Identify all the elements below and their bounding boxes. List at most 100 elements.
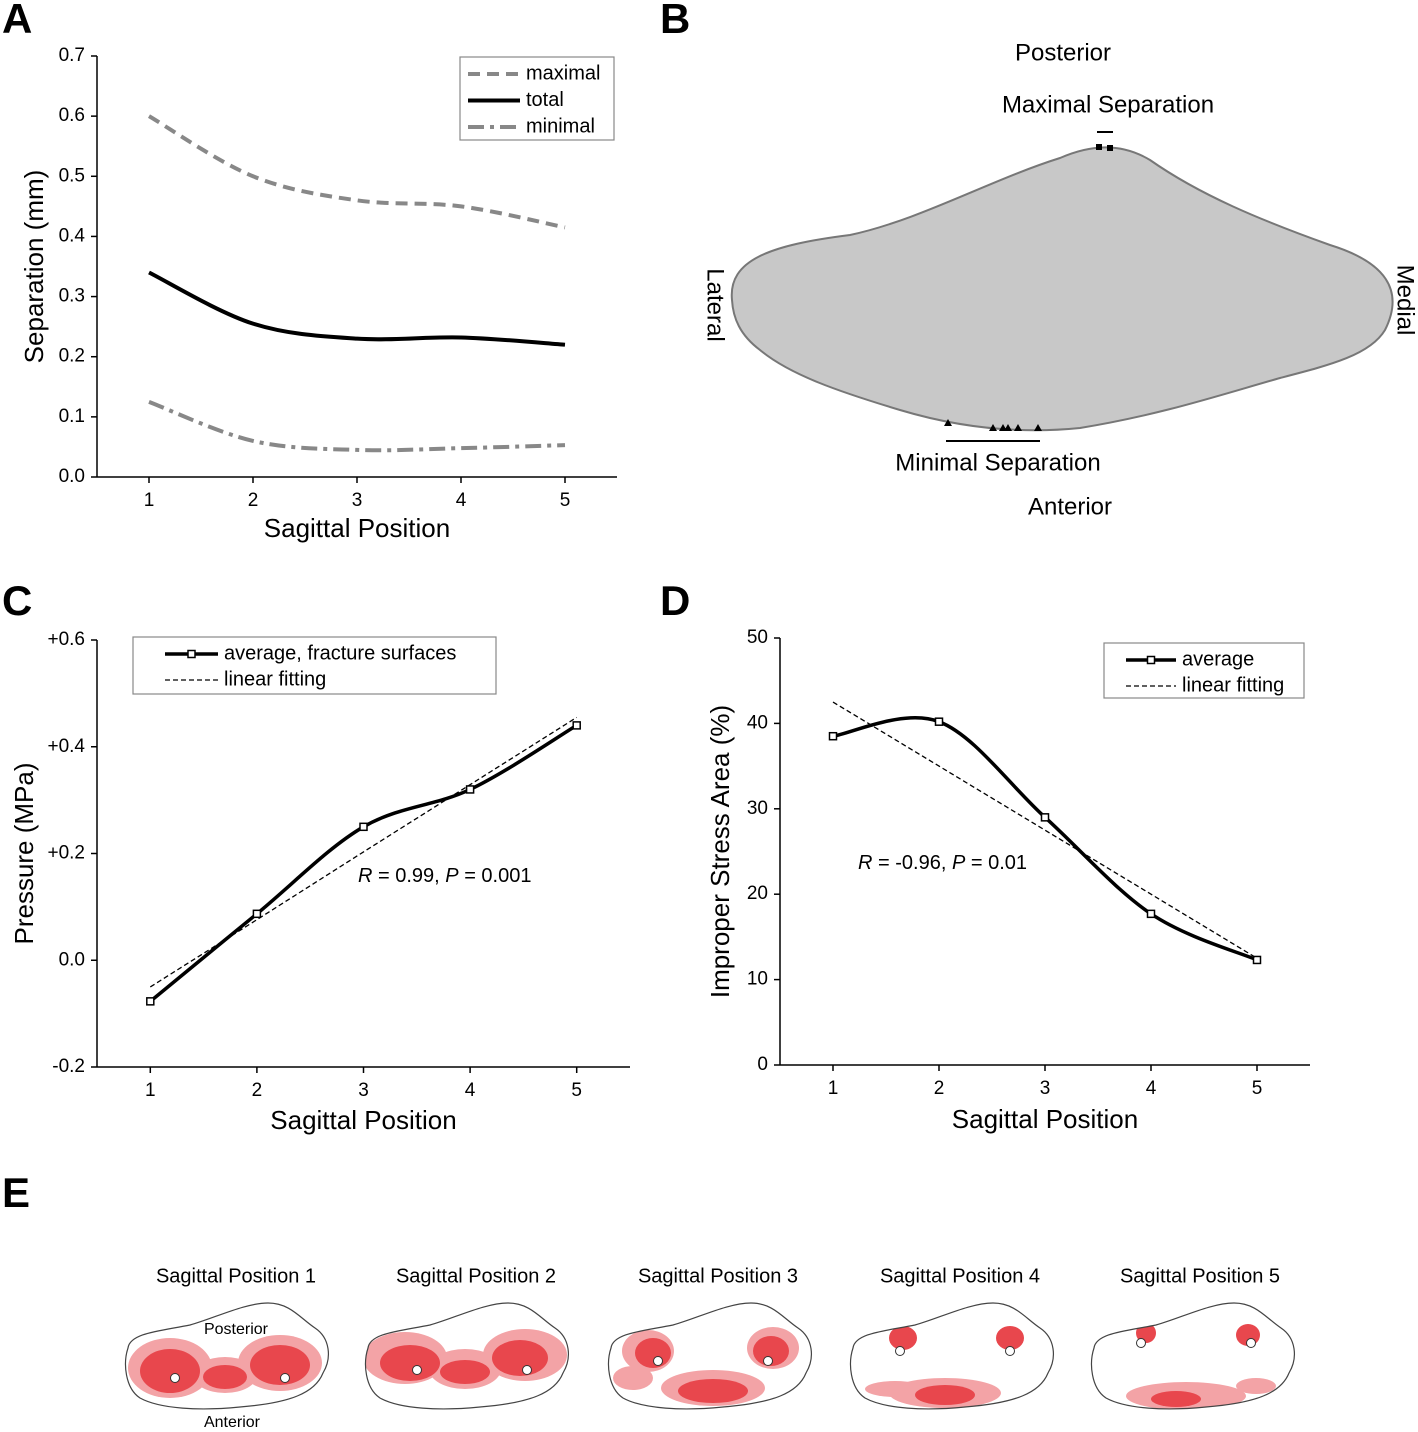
annotation: R = -0.96, P = 0.01 xyxy=(858,852,1027,874)
stress-region xyxy=(128,1335,322,1398)
position-dot xyxy=(170,1373,180,1383)
y-tick-label: 0.4 xyxy=(59,225,86,246)
y-tick-label: 0.5 xyxy=(59,165,85,186)
marker xyxy=(944,419,1042,431)
x-axis-label: Sagittal Position xyxy=(952,1104,1138,1134)
diagram-b: Posterior Maximal Separation Lateral Med… xyxy=(702,39,1418,520)
annotation-part: R xyxy=(358,865,372,887)
stress-blob xyxy=(996,1326,1024,1350)
label: Minimal Separation xyxy=(895,449,1100,476)
point xyxy=(1146,909,1156,919)
outline xyxy=(365,1302,569,1410)
legend-label: average xyxy=(1182,648,1254,670)
stress-blob xyxy=(1236,1378,1276,1394)
y-tick-label: 0.0 xyxy=(59,949,85,970)
annotation-part: R xyxy=(858,852,872,874)
marker xyxy=(1096,144,1102,150)
x-tick-label: 1 xyxy=(828,1078,839,1099)
panel-label: B xyxy=(660,0,690,42)
panel-title: Sagittal Position 4 xyxy=(880,1265,1040,1287)
position-dot xyxy=(763,1356,773,1366)
point xyxy=(146,997,155,1006)
point xyxy=(572,721,581,730)
legend-label: average, fracture surfaces xyxy=(224,642,456,664)
label: Posterior xyxy=(204,1321,269,1338)
stress-blob xyxy=(753,1336,789,1366)
y-tick-label: +0.4 xyxy=(47,736,85,757)
x-tick-label: 5 xyxy=(560,490,571,511)
series-line xyxy=(149,723,578,1003)
stress-blob xyxy=(865,1381,925,1397)
series-line xyxy=(148,399,566,453)
point xyxy=(465,785,475,794)
x-tick-label: 2 xyxy=(248,490,259,511)
stress-blob xyxy=(380,1345,440,1381)
legend-marker xyxy=(1146,655,1156,665)
contact-map xyxy=(365,1302,569,1410)
x-tick-label: 3 xyxy=(352,490,363,511)
x-axis-label: Sagittal Position xyxy=(264,513,450,543)
point xyxy=(359,822,368,832)
outline xyxy=(730,146,1394,432)
x-tick-label: 5 xyxy=(1252,1078,1263,1099)
position-dot xyxy=(653,1356,663,1366)
contact-map xyxy=(125,1302,329,1410)
x-tick-label: 4 xyxy=(456,490,467,511)
label: Anterior xyxy=(1028,493,1112,520)
y-tick-label: -0.2 xyxy=(52,1056,85,1077)
label: Anterior xyxy=(204,1414,261,1431)
y-tick-label: +0.2 xyxy=(47,843,85,864)
panel-label: D xyxy=(660,577,690,624)
y-tick-label: 0.3 xyxy=(59,286,85,307)
stress-blob xyxy=(203,1365,247,1389)
stress-blob xyxy=(140,1349,200,1393)
annotation-part: = 0.99, xyxy=(372,865,445,887)
y-axis-label: Pressure (MPa) xyxy=(9,762,39,944)
panel-title: Sagittal Position 3 xyxy=(638,1265,798,1287)
series-line xyxy=(832,716,1258,962)
label: Maximal Separation xyxy=(1002,91,1214,118)
outline xyxy=(1091,1302,1295,1410)
annotation-part: P xyxy=(445,865,459,887)
x-tick-label: 2 xyxy=(252,1080,263,1101)
legend-marker xyxy=(187,649,196,659)
panel-title: Sagittal Position 2 xyxy=(396,1265,556,1287)
y-tick-label: 0.6 xyxy=(59,105,85,126)
x-tick-label: 3 xyxy=(358,1080,369,1101)
panel-label: A xyxy=(2,0,32,42)
point xyxy=(1252,955,1262,965)
x-tick-label: 1 xyxy=(144,490,155,511)
x-tick-label: 2 xyxy=(934,1078,945,1099)
position-dot xyxy=(1246,1338,1256,1348)
series-line xyxy=(832,701,1258,959)
x-tick-label: 1 xyxy=(145,1080,156,1101)
point xyxy=(828,731,838,741)
stress-region xyxy=(1126,1323,1276,1409)
series-line xyxy=(149,716,578,988)
y-axis-label: Improper Stress Area (%) xyxy=(705,705,735,998)
y-tick-label: 20 xyxy=(747,883,768,904)
y-axis-label: Separation (mm) xyxy=(19,170,49,364)
legend-label: maximal xyxy=(526,62,600,84)
stress-blob xyxy=(678,1379,748,1403)
label: Posterior xyxy=(1015,39,1111,66)
stress-blob xyxy=(915,1385,975,1405)
contact-map xyxy=(850,1302,1054,1410)
x-tick-label: 4 xyxy=(465,1080,476,1101)
y-tick-label: 0.7 xyxy=(59,45,85,66)
y-tick-label: 10 xyxy=(747,969,768,990)
legend-label: linear fitting xyxy=(1182,674,1284,696)
outline xyxy=(125,1302,329,1410)
panel-label: E xyxy=(2,1169,30,1216)
point xyxy=(934,717,944,726)
point xyxy=(252,909,262,919)
label: Lateral xyxy=(702,268,729,341)
position-dot xyxy=(895,1346,905,1356)
stress-blob xyxy=(635,1338,671,1368)
legend-label: minimal xyxy=(526,115,595,137)
point xyxy=(1040,813,1050,822)
stress-blob xyxy=(250,1345,310,1385)
annotation-part: P xyxy=(952,852,966,874)
